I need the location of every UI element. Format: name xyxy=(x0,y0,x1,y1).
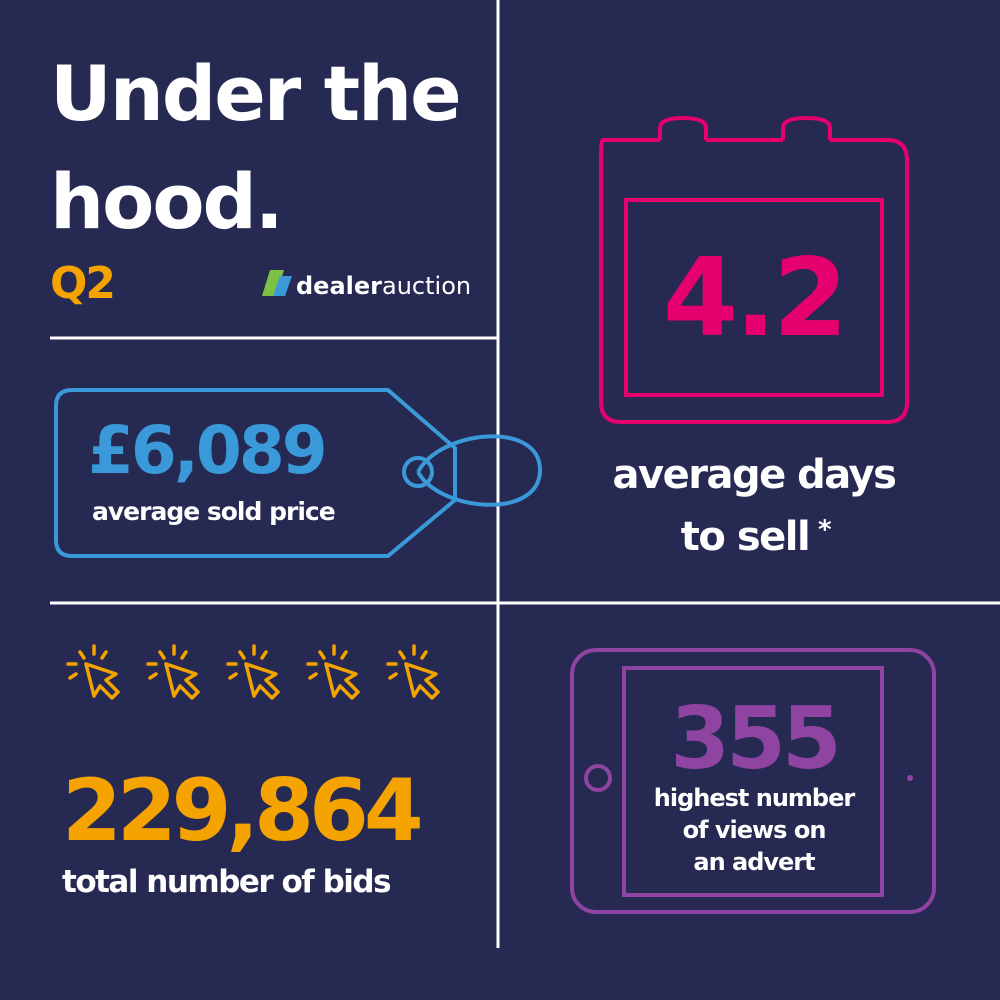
title: hood. xyxy=(50,157,282,246)
logo-mark xyxy=(273,276,292,296)
tablet-outline xyxy=(570,648,936,914)
calendar-inner xyxy=(624,198,884,397)
title: Under the xyxy=(50,49,460,138)
dividers xyxy=(50,0,1000,948)
days-label: average days xyxy=(613,452,896,498)
calendar-ring xyxy=(658,115,708,140)
price-label: average sold price xyxy=(92,497,335,526)
views-value: 355 xyxy=(670,689,838,789)
views-label: an advert xyxy=(693,848,815,876)
tablet xyxy=(570,648,936,914)
days-value: 4.2 xyxy=(663,236,845,361)
logo: dealerauction xyxy=(262,270,471,300)
tablet-button xyxy=(584,764,612,792)
calendar xyxy=(599,115,909,424)
price-value: £6,089 xyxy=(88,412,325,489)
views-label: of views on xyxy=(683,816,826,844)
tag-hole xyxy=(402,456,434,488)
subtitle: Q2 xyxy=(50,258,114,309)
logo-word: dealer xyxy=(296,272,382,300)
views-label: highest number xyxy=(654,784,856,812)
logo-text: dealerauction xyxy=(296,272,471,300)
tablet-camera xyxy=(907,775,913,781)
footnote-mark: * xyxy=(818,515,832,545)
calendar-outline xyxy=(599,138,909,424)
calendar-ring xyxy=(781,115,832,140)
price-tag xyxy=(54,388,543,558)
logo-word: auction xyxy=(382,272,471,300)
tag-string xyxy=(416,434,543,507)
logo-mark xyxy=(262,270,284,296)
tag-outline xyxy=(54,388,457,558)
days-label: to sell xyxy=(681,514,809,560)
tablet-screen xyxy=(622,666,884,897)
bids-label: total number of bids xyxy=(62,864,390,900)
bids-value: 229,864 xyxy=(62,761,420,861)
